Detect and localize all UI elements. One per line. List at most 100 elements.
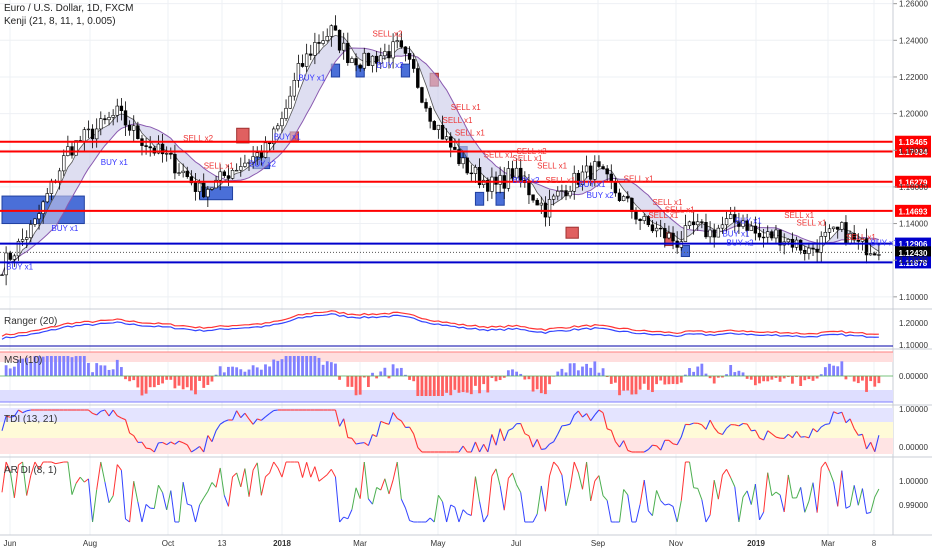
candle-body xyxy=(869,254,872,255)
msi-histogram-bar xyxy=(832,366,835,376)
msi-histogram-bar xyxy=(453,376,456,390)
msi-histogram-bar xyxy=(425,376,428,396)
candle-body xyxy=(532,195,535,200)
symbol-title[interactable]: Euro / U.S. Dollar, 1D, FXCM xyxy=(4,2,133,15)
msi-histogram-bar xyxy=(680,376,683,383)
candle-body xyxy=(445,137,448,139)
msi-histogram-bar xyxy=(58,356,61,376)
candle-body xyxy=(495,177,498,184)
msi-histogram-bar xyxy=(231,367,234,376)
candle-body xyxy=(58,171,61,183)
msi-upper-band xyxy=(0,352,893,362)
candle-body xyxy=(602,167,605,169)
price-tick-label: 1.18000 xyxy=(899,146,928,155)
candle-body xyxy=(128,125,131,130)
candle-body xyxy=(696,222,699,225)
price-tick-label: 1.26000 xyxy=(899,0,928,9)
candle-body xyxy=(569,191,572,196)
buy-signal-label: BUY x1 xyxy=(722,229,750,238)
msi-histogram-bar xyxy=(733,372,736,376)
candle-body xyxy=(491,177,494,191)
sell-signal-label: SELL x1 xyxy=(204,162,234,171)
msi-histogram-bar xyxy=(194,376,197,394)
msi-histogram-bar xyxy=(198,376,201,381)
candle-body xyxy=(672,233,675,241)
msi-pane-title[interactable]: MSI (10) xyxy=(4,355,42,366)
msi-histogram-bar xyxy=(305,356,308,376)
indicator-title[interactable]: Kenji (21, 8, 11, 1, 0.005) xyxy=(4,15,133,28)
msi-histogram-bar xyxy=(346,376,349,387)
time-tick-label: Mar xyxy=(821,539,835,548)
msi-histogram-bar xyxy=(66,356,69,376)
msi-histogram-bar xyxy=(54,356,57,376)
candle-body xyxy=(754,226,757,233)
msi-histogram-bar xyxy=(318,358,321,376)
candle-body xyxy=(565,191,568,196)
msi-histogram-bar xyxy=(297,356,300,376)
candle-body xyxy=(626,196,629,198)
msi-histogram-bar xyxy=(445,376,448,393)
tdi-upper-band xyxy=(0,408,893,422)
time-tick-label: Jun xyxy=(4,539,17,548)
msi-histogram-bar xyxy=(593,361,596,376)
msi-histogram-bar xyxy=(807,376,810,379)
msi-tick-label: 0.00000 xyxy=(899,372,928,381)
msi-histogram-bar xyxy=(532,376,535,392)
candle-body xyxy=(775,230,778,238)
msi-histogram-bar xyxy=(655,376,658,384)
candle-body xyxy=(635,212,638,220)
ardi-pane-title[interactable]: AR DI (8, 1) xyxy=(4,465,57,476)
msi-histogram-bar xyxy=(700,364,703,376)
candle-body xyxy=(239,166,242,170)
candle-body xyxy=(351,59,354,63)
candle-body xyxy=(194,183,197,192)
msi-histogram-bar xyxy=(128,376,131,381)
ranger-pane-title[interactable]: Ranger (20) xyxy=(4,316,57,327)
tdi-pane-title[interactable]: TDI (13, 21) xyxy=(4,414,57,425)
candle-body xyxy=(355,59,358,65)
msi-histogram-bar xyxy=(639,376,642,390)
msi-histogram-bar xyxy=(87,363,90,376)
sell-signal-label: SELL x1 xyxy=(797,218,827,227)
sell-signal-label: SELL x2 xyxy=(183,134,213,143)
price-tick-label: 1.10000 xyxy=(899,293,928,302)
candle xyxy=(466,158,469,175)
candle-body xyxy=(622,196,625,200)
candle-body xyxy=(318,42,321,43)
candle-body xyxy=(404,47,407,54)
msi-histogram-bar xyxy=(400,368,403,376)
time-tick-label: Nov xyxy=(669,539,683,548)
msi-histogram-bar xyxy=(141,376,144,395)
ranger-tick-label: 1.20000 xyxy=(899,319,928,328)
msi-histogram-bar xyxy=(626,376,629,390)
candle-body xyxy=(470,173,473,174)
msi-histogram-bar xyxy=(408,376,411,380)
candle-body xyxy=(560,191,563,192)
msi-histogram-bar xyxy=(865,376,868,392)
msi-histogram-bar xyxy=(523,376,526,380)
msi-histogram-bar xyxy=(330,362,333,376)
tdi-line-segment xyxy=(652,445,656,446)
candle-body xyxy=(46,194,49,202)
candle-body xyxy=(99,119,102,129)
candle-body xyxy=(433,121,436,129)
buy-signal-label: BUY x2 xyxy=(377,61,405,70)
msi-histogram-bar xyxy=(754,376,757,385)
candle-body xyxy=(174,154,177,173)
sell-signal-label: SELL x1 xyxy=(545,176,575,185)
buy-signal-label: BUY x1 xyxy=(51,224,79,233)
msi-histogram-bar xyxy=(672,376,675,384)
price-tick-label: 1.24000 xyxy=(899,36,928,45)
msi-histogram-bar xyxy=(309,356,312,376)
msi-histogram-bar xyxy=(511,369,514,376)
msi-histogram-bar xyxy=(334,364,337,376)
msi-histogram-bar xyxy=(750,376,753,380)
msi-histogram-bar xyxy=(285,356,288,376)
msi-histogram-bar xyxy=(50,356,53,376)
candle-body xyxy=(540,203,543,205)
buy-signal-label: BUY x2 xyxy=(512,176,540,185)
msi-histogram-bar xyxy=(614,376,617,383)
candle-body xyxy=(651,225,654,231)
sell-signal-label: SELL x2 xyxy=(373,30,403,39)
